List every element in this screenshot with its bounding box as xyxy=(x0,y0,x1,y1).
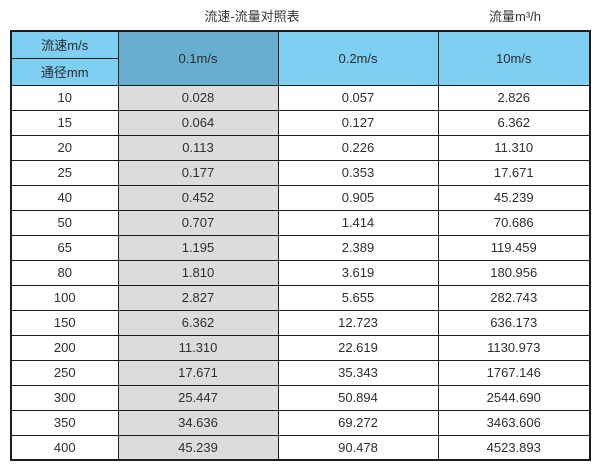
flow-value-10ms: 636.173 xyxy=(437,309,591,336)
table-row: 20 0.113 0.226 11.310 xyxy=(10,134,591,161)
table-row: 150 6.362 12.723 636.173 xyxy=(10,309,591,336)
diameter-cell: 20 xyxy=(10,134,119,161)
diameter-cell: 80 xyxy=(10,259,119,286)
flow-unit-label: 流量m³/h xyxy=(489,9,542,24)
diameter-cell: 250 xyxy=(10,359,119,386)
diameter-cell: 40 xyxy=(10,184,119,211)
flow-value-0-2ms: 35.343 xyxy=(277,359,439,386)
flow-value-10ms: 45.239 xyxy=(437,184,591,211)
diameter-cell: 10 xyxy=(10,84,119,111)
diameter-cell: 150 xyxy=(10,309,119,336)
flow-value-0-2ms: 90.478 xyxy=(277,434,439,461)
diameter-cell: 100 xyxy=(10,284,119,311)
diameter-cell: 350 xyxy=(10,409,119,436)
table-row: 25 0.177 0.353 17.671 xyxy=(10,159,591,186)
flow-value-0-1ms: 6.362 xyxy=(117,309,279,336)
flow-value-0-1ms: 34.636 xyxy=(117,409,279,436)
header-velocity-label: 流速m/s xyxy=(10,30,119,59)
flow-value-0-2ms: 0.905 xyxy=(277,184,439,211)
flow-value-10ms: 70.686 xyxy=(437,209,591,236)
table-row: 300 25.447 50.894 2544.690 xyxy=(10,384,591,411)
diameter-cell: 300 xyxy=(10,384,119,411)
flow-value-10ms: 17.671 xyxy=(437,159,591,186)
flow-value-0-2ms: 0.353 xyxy=(277,159,439,186)
diameter-cell: 25 xyxy=(10,159,119,186)
diameter-cell: 15 xyxy=(10,109,119,136)
column-header-10ms: 10m/s xyxy=(437,30,591,86)
flow-value-0-1ms: 0.064 xyxy=(117,109,279,136)
flow-value-10ms: 3463.606 xyxy=(437,409,591,436)
header-row-top: 流速m/s 0.1m/s 0.2m/s 10m/s xyxy=(10,30,591,86)
page-title: 流速-流量对照表 xyxy=(204,9,300,24)
flow-value-0-2ms: 2.389 xyxy=(277,234,439,261)
flow-value-10ms: 6.362 xyxy=(437,109,591,136)
flow-value-0-1ms: 0.113 xyxy=(117,134,279,161)
flow-value-0-1ms: 11.310 xyxy=(117,334,279,361)
flow-value-0-1ms: 1.195 xyxy=(117,234,279,261)
flow-value-0-1ms: 17.671 xyxy=(117,359,279,386)
flow-value-0-2ms: 0.127 xyxy=(277,109,439,136)
flow-value-0-1ms: 1.810 xyxy=(117,259,279,286)
table-row: 10 0.028 0.057 2.826 xyxy=(10,84,591,111)
table-row: 80 1.810 3.619 180.956 xyxy=(10,259,591,286)
flow-rate-table: 流速m/s 0.1m/s 0.2m/s 10m/s 通径mm 10 0.028 0.… xyxy=(10,30,591,461)
page-header: 流速-流量对照表 流量m³/h xyxy=(0,0,600,30)
flow-value-0-1ms: 0.177 xyxy=(117,159,279,186)
flow-value-10ms: 1767.146 xyxy=(437,359,591,386)
flow-value-0-2ms: 3.619 xyxy=(277,259,439,286)
header-diameter-label: 通径mm xyxy=(10,57,119,86)
table-row: 200 11.310 22.619 1130.973 xyxy=(10,334,591,361)
flow-value-10ms: 11.310 xyxy=(437,134,591,161)
flow-value-10ms: 4523.893 xyxy=(437,434,591,461)
flow-value-0-1ms: 0.028 xyxy=(117,84,279,111)
flow-value-0-2ms: 0.057 xyxy=(277,84,439,111)
flow-value-0-1ms: 2.827 xyxy=(117,284,279,311)
flow-value-0-2ms: 12.723 xyxy=(277,309,439,336)
column-header-0-2ms: 0.2m/s xyxy=(277,30,439,86)
flow-value-10ms: 180.956 xyxy=(437,259,591,286)
table-row: 40 0.452 0.905 45.239 xyxy=(10,184,591,211)
flow-value-10ms: 2.826 xyxy=(437,84,591,111)
header-row-bottom: 通径mm xyxy=(10,57,590,86)
flow-value-0-1ms: 25.447 xyxy=(117,384,279,411)
table-body: 10 0.028 0.057 2.826 15 0.064 0.127 6.362 20 0.11… xyxy=(10,84,591,461)
flow-value-0-2ms: 22.619 xyxy=(277,334,439,361)
flow-value-0-2ms: 50.894 xyxy=(277,384,439,411)
diameter-cell: 200 xyxy=(10,334,119,361)
table-row: 65 1.195 2.389 119.459 xyxy=(10,234,591,261)
flow-value-0-2ms: 5.655 xyxy=(277,284,439,311)
table-row: 350 34.636 69.272 3463.606 xyxy=(10,409,591,436)
diameter-cell: 65 xyxy=(10,234,119,261)
table-row: 400 45.239 90.478 4523.893 xyxy=(10,434,591,461)
flow-value-0-1ms: 0.707 xyxy=(117,209,279,236)
column-header-0-1ms: 0.1m/s xyxy=(117,30,279,86)
flow-value-0-2ms: 1.414 xyxy=(277,209,439,236)
flow-value-10ms: 1130.973 xyxy=(437,334,591,361)
diameter-cell: 400 xyxy=(10,434,119,461)
flow-value-0-1ms: 45.239 xyxy=(117,434,279,461)
table-row: 15 0.064 0.127 6.362 xyxy=(10,109,591,136)
table-row: 100 2.827 5.655 282.743 xyxy=(10,284,591,311)
diameter-cell: 50 xyxy=(10,209,119,236)
table-row: 250 17.671 35.343 1767.146 xyxy=(10,359,591,386)
flow-value-10ms: 282.743 xyxy=(437,284,591,311)
flow-value-0-2ms: 0.226 xyxy=(277,134,439,161)
flow-value-0-2ms: 69.272 xyxy=(277,409,439,436)
table-row: 50 0.707 1.414 70.686 xyxy=(10,209,591,236)
table-header: 流速m/s 0.1m/s 0.2m/s 10m/s 通径mm xyxy=(10,30,591,86)
flow-value-10ms: 2544.690 xyxy=(437,384,591,411)
flow-value-10ms: 119.459 xyxy=(437,234,591,261)
flow-value-0-1ms: 0.452 xyxy=(117,184,279,211)
